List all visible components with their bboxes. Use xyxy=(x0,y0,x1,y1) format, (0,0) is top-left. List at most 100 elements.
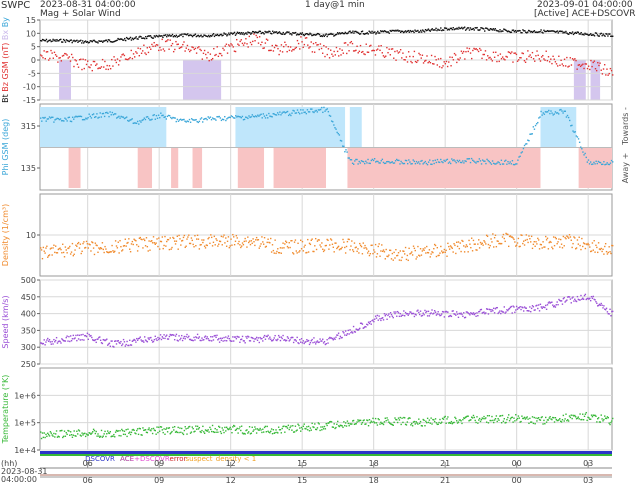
bz-point xyxy=(521,52,523,54)
temperature-point xyxy=(189,432,192,434)
bz-point xyxy=(111,58,113,61)
speed-point xyxy=(114,340,116,342)
bt-point xyxy=(73,39,75,42)
bz-point xyxy=(65,53,67,55)
phi-point xyxy=(127,119,129,122)
density-point xyxy=(599,248,602,251)
phi-point xyxy=(477,160,479,163)
bt-point xyxy=(240,31,242,34)
bz-point xyxy=(444,63,447,65)
y-tick-label: 10 xyxy=(26,231,36,240)
temperature-point xyxy=(551,418,553,421)
density-point xyxy=(188,242,191,245)
temperature-point xyxy=(158,426,160,428)
temperature-point xyxy=(100,429,103,432)
temperature-point xyxy=(130,431,133,434)
density-point xyxy=(277,251,280,254)
temperature-point xyxy=(473,416,476,419)
speed-point xyxy=(145,340,148,342)
density-point xyxy=(269,242,271,244)
density-point xyxy=(584,247,587,250)
temperature-point xyxy=(53,432,55,435)
speed-point xyxy=(500,312,502,315)
temperature-point xyxy=(530,421,532,423)
speed-point xyxy=(359,327,361,330)
density-point xyxy=(335,242,337,244)
bz-point xyxy=(466,47,468,49)
speed-point xyxy=(296,336,298,339)
temperature-point xyxy=(56,436,59,438)
bt-point xyxy=(81,42,83,44)
bz-point xyxy=(176,43,178,46)
density-point xyxy=(540,243,543,246)
density-point xyxy=(580,248,582,251)
speed-point xyxy=(151,339,153,342)
density-point xyxy=(211,245,214,247)
temperature-point xyxy=(361,421,364,424)
bz-point xyxy=(374,54,377,56)
temperature-point xyxy=(440,422,442,425)
phi-point xyxy=(233,117,236,119)
phi-point xyxy=(483,160,485,162)
bz-point xyxy=(167,39,169,41)
bz-point xyxy=(280,44,283,46)
bt-point xyxy=(452,27,454,29)
temperature-point xyxy=(469,419,471,421)
speed-point xyxy=(492,310,494,312)
bz-point xyxy=(250,43,253,46)
bz-point xyxy=(211,57,214,60)
bt-point xyxy=(45,38,48,41)
density-point xyxy=(405,258,408,261)
phi-point xyxy=(59,118,62,120)
speed-point xyxy=(286,336,289,338)
phi-point xyxy=(528,139,530,142)
bt-point xyxy=(95,41,97,43)
bt-point xyxy=(322,34,325,36)
bz-point xyxy=(187,48,190,51)
density-point xyxy=(123,244,126,247)
bz-point xyxy=(349,41,351,44)
phi-point xyxy=(133,122,136,124)
density-point xyxy=(70,251,73,253)
phi-point xyxy=(398,159,400,162)
phi-point xyxy=(389,162,391,164)
bt-point xyxy=(446,29,449,31)
bt-point xyxy=(556,30,559,32)
bz-point xyxy=(605,74,607,76)
phi-point xyxy=(111,111,114,114)
bz-point xyxy=(607,74,609,76)
temperature-point xyxy=(552,416,554,419)
phi-point xyxy=(187,120,190,123)
speed-point xyxy=(158,338,160,341)
bz-point xyxy=(559,64,561,67)
bz-point xyxy=(382,55,385,57)
bz-point xyxy=(100,66,103,68)
density-point xyxy=(223,234,225,236)
density-point xyxy=(166,238,169,241)
temperature-point xyxy=(399,416,401,419)
bz-point xyxy=(471,57,473,60)
phi-point xyxy=(556,112,559,114)
bt-point xyxy=(206,35,208,37)
temperature-point xyxy=(388,421,390,423)
speed-point xyxy=(218,338,220,340)
bz-point xyxy=(231,44,233,46)
temperature-point xyxy=(254,426,256,428)
bz-point xyxy=(266,39,269,41)
density-point xyxy=(111,244,113,247)
speed-point xyxy=(334,338,336,340)
speed-point xyxy=(156,339,158,342)
temperature-point xyxy=(51,434,53,436)
bz-point xyxy=(130,49,132,52)
bt-point xyxy=(313,34,315,36)
density-point xyxy=(160,240,163,243)
bz-point xyxy=(281,51,284,53)
bz-point xyxy=(205,53,207,56)
bz-point xyxy=(556,65,559,67)
density-point xyxy=(329,244,331,246)
temperature-point xyxy=(455,417,457,420)
phi-point xyxy=(470,157,473,160)
temperature-point xyxy=(137,433,140,436)
temperature-point xyxy=(238,427,240,430)
density-point xyxy=(247,236,249,238)
